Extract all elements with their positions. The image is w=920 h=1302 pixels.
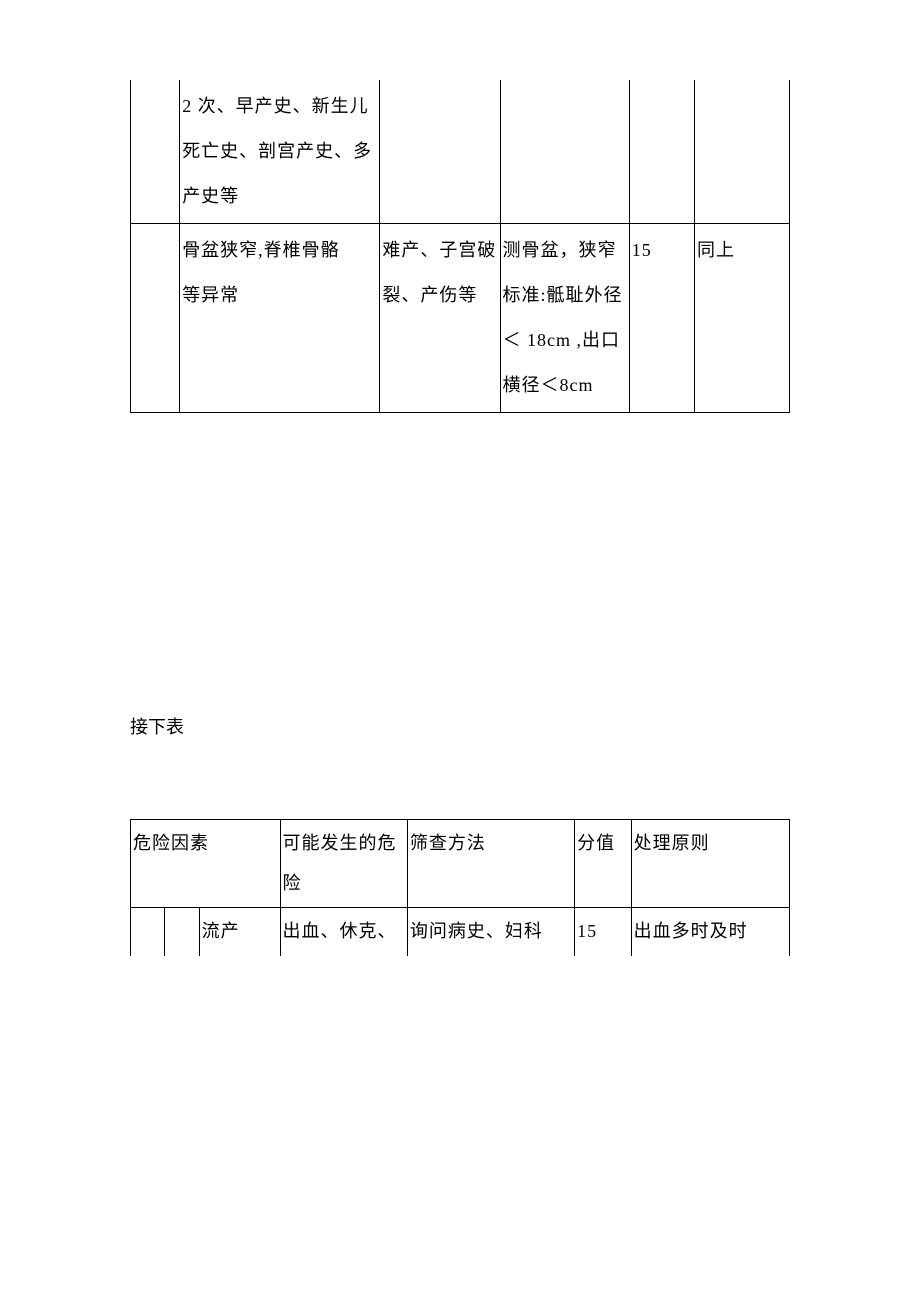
cell: 2 次、早产史、新生儿死亡史、剖宫产史、多产史等 bbox=[180, 80, 380, 224]
cell bbox=[131, 224, 180, 413]
cell bbox=[695, 80, 790, 224]
table-row: 2 次、早产史、新生儿死亡史、剖宫产史、多产史等 bbox=[131, 80, 790, 224]
cell: 同上 bbox=[695, 224, 790, 413]
cell bbox=[380, 80, 500, 224]
cell bbox=[131, 80, 180, 224]
cell: 骨盆狭窄,脊椎骨骼等异常 bbox=[180, 224, 380, 413]
cell: 15 bbox=[629, 224, 694, 413]
table-row: 流产 出血、休克、 询问病史、妇科 15 出血多时及时 bbox=[131, 908, 790, 956]
cell: 流产 bbox=[199, 908, 280, 956]
cell bbox=[629, 80, 694, 224]
cell bbox=[500, 80, 629, 224]
header-cell-score: 分值 bbox=[575, 820, 631, 908]
table-row: 骨盆狭窄,脊椎骨骼等异常 难产、子宫破裂、产伤等 测骨盆，狭窄标准:骶耻外径＜ … bbox=[131, 224, 790, 413]
cell: 出血、休克、 bbox=[280, 908, 407, 956]
header-cell-possible-risk: 可能发生的危险 bbox=[280, 820, 407, 908]
cell: 15 bbox=[575, 908, 631, 956]
table-header-row: 危险因素 可能发生的危险 筛查方法 分值 处理原则 bbox=[131, 820, 790, 908]
cell: 难产、子宫破裂、产伤等 bbox=[380, 224, 500, 413]
cell bbox=[165, 908, 199, 956]
cell: 出血多时及时 bbox=[631, 908, 789, 956]
cell bbox=[131, 908, 165, 956]
header-cell-principle: 处理原则 bbox=[631, 820, 789, 908]
risk-table-upper: 2 次、早产史、新生儿死亡史、剖宫产史、多产史等 骨盆狭窄,脊椎骨骼等异常 难产… bbox=[130, 80, 790, 413]
cell: 询问病史、妇科 bbox=[407, 908, 574, 956]
header-cell-risk-factor: 危险因素 bbox=[131, 820, 281, 908]
continuation-label: 接下表 bbox=[130, 713, 790, 739]
cell: 测骨盆，狭窄标准:骶耻外径＜ 18cm ,出口横径＜8cm bbox=[500, 224, 629, 413]
risk-table-lower: 危险因素 可能发生的危险 筛查方法 分值 处理原则 流产 出血、休克、 询问病史… bbox=[130, 819, 790, 956]
header-cell-screening: 筛查方法 bbox=[407, 820, 574, 908]
